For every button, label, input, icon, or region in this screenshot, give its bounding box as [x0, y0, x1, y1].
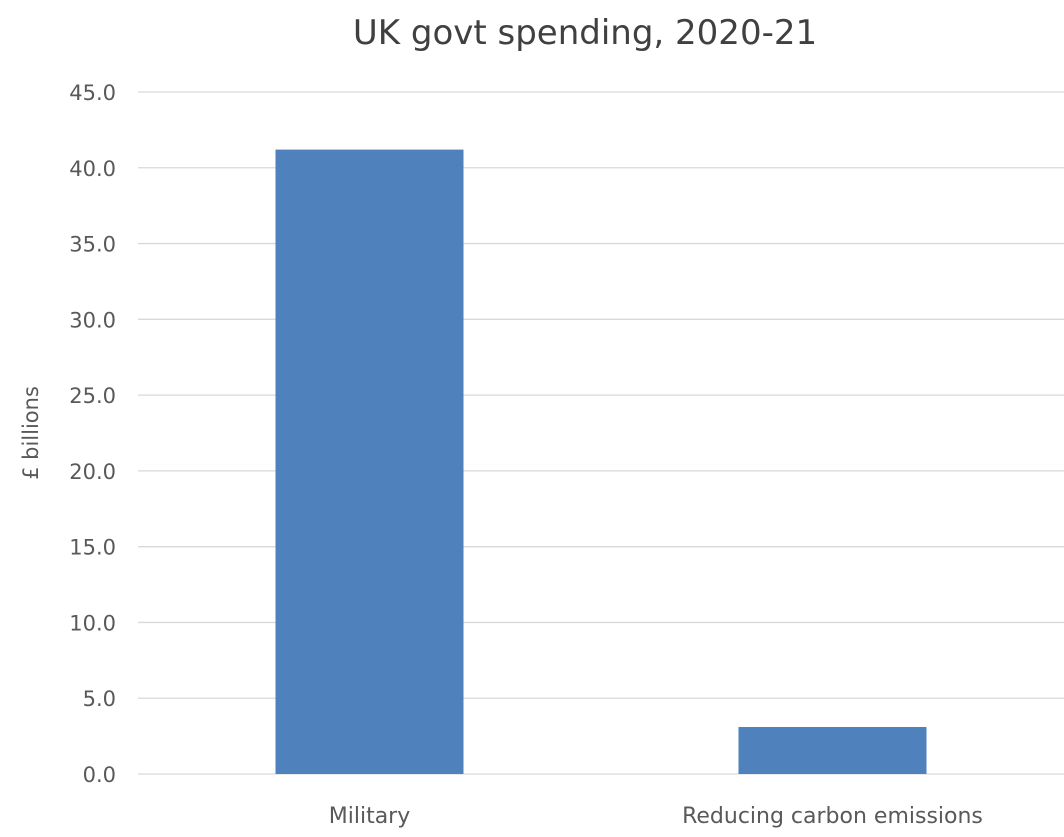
y-tick-label: 20.0 — [69, 460, 116, 484]
x-tick-label: Military — [329, 804, 411, 829]
y-tick-label: 30.0 — [69, 308, 116, 332]
y-tick-label: 25.0 — [69, 384, 116, 408]
y-tick-label: 35.0 — [69, 233, 116, 257]
y-tick-label: 40.0 — [69, 157, 116, 181]
chart-title: UK govt spending, 2020-21 — [353, 13, 817, 53]
bar — [275, 149, 464, 774]
x-axis-ticks: Military Reducing carbon emissions — [329, 804, 983, 829]
y-tick-label: 10.0 — [69, 611, 116, 635]
y-axis-ticks: 0.0 5.0 10.0 15.0 20.0 25.0 30.0 35.0 40.0 45.0 — [69, 81, 116, 787]
y-tick-label: 5.0 — [83, 687, 116, 711]
y-tick-label: 45.0 — [69, 81, 116, 105]
y-tick-label: 15.0 — [69, 536, 116, 560]
y-tick-label: 0.0 — [83, 763, 116, 787]
bar — [738, 727, 927, 774]
x-tick-label: Reducing carbon emissions — [682, 804, 983, 829]
bars — [275, 149, 927, 774]
y-axis-label: £ billions — [19, 386, 43, 480]
